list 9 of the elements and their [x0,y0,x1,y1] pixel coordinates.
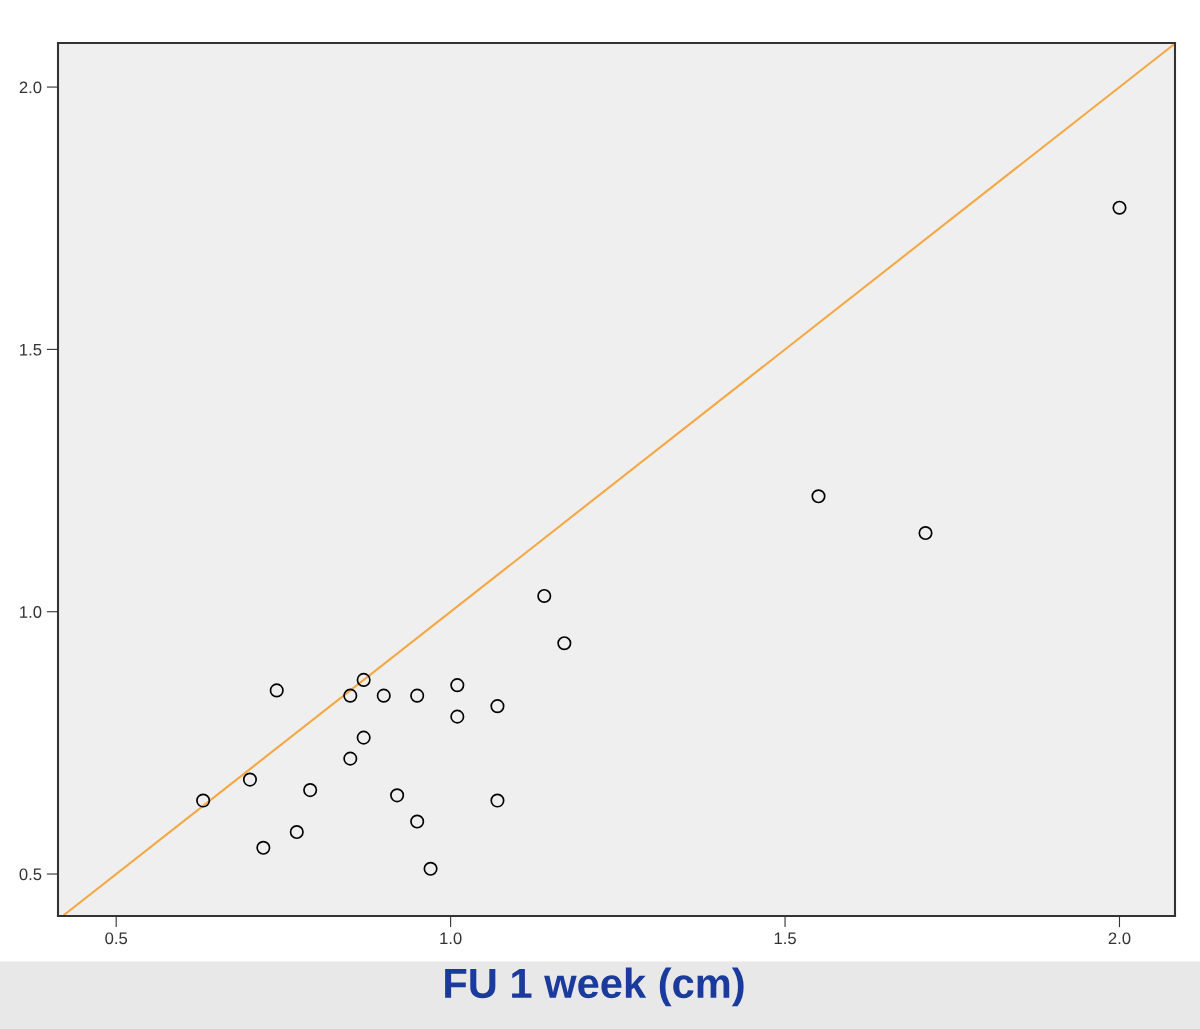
x-tick-label: 1.0 [440,932,462,945]
x-axis-title: FU 1 week (cm) [445,967,744,1007]
y-tick-label: 1.5 [20,343,42,356]
y-tick-label: 0.5 [19,868,42,881]
x-tick-label: 2.0 [1108,932,1131,945]
x-tick-label: 1.5 [774,932,796,945]
y-tick-label: 2.0 [19,81,42,94]
x-tick-label: 0.5 [105,932,128,945]
y-tick-label: 1.0 [20,606,42,618]
